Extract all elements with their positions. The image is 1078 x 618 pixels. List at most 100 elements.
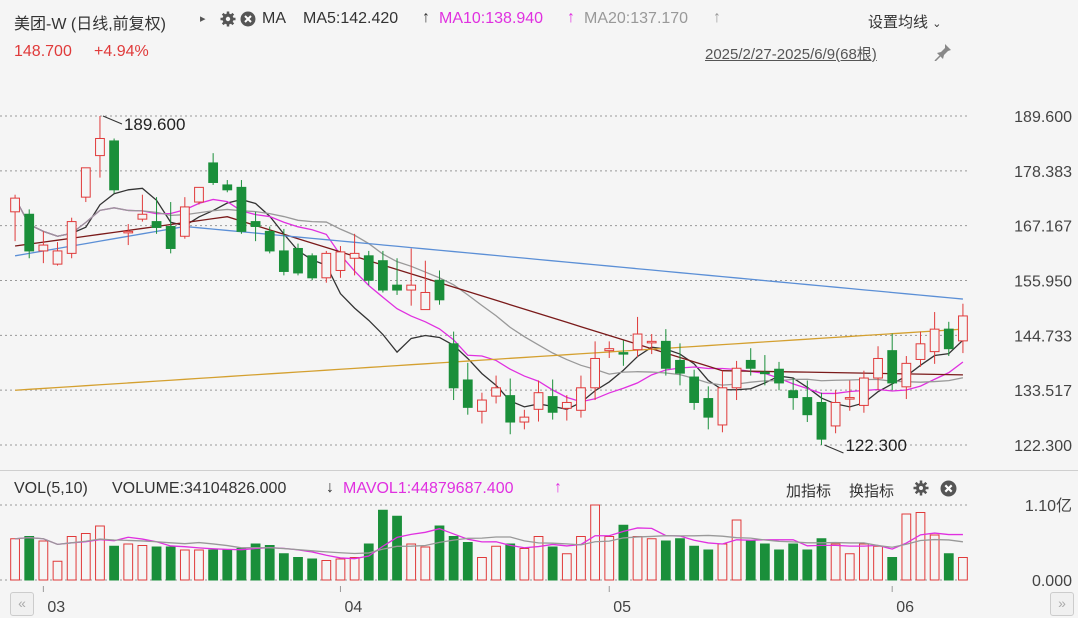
candle-body[interactable] — [491, 387, 501, 397]
volume-bar[interactable] — [958, 557, 968, 581]
volume-bar[interactable] — [151, 546, 162, 581]
candle-body[interactable] — [349, 252, 360, 259]
volume-bar[interactable] — [731, 519, 742, 581]
candle-body[interactable] — [236, 186, 247, 232]
volume-bar[interactable] — [901, 513, 912, 581]
volume-bar[interactable] — [689, 545, 700, 581]
volume-bar[interactable] — [95, 525, 105, 581]
volume-bar[interactable] — [66, 536, 77, 581]
candle-body[interactable] — [335, 251, 346, 271]
volume-bar[interactable] — [335, 558, 346, 581]
candle-body[interactable] — [717, 387, 728, 426]
candle-body[interactable] — [80, 167, 91, 198]
volume-bar[interactable] — [505, 543, 516, 581]
candle-body[interactable] — [660, 340, 671, 369]
volume-bar[interactable] — [179, 549, 190, 581]
candle-body[interactable] — [38, 244, 49, 252]
candle-body[interactable] — [731, 367, 742, 389]
volume-bar[interactable] — [321, 560, 332, 581]
stock-title[interactable]: 美团-W (日线,前复权) — [14, 16, 166, 33]
candle-body[interactable] — [24, 213, 35, 252]
candle-body[interactable] — [307, 255, 318, 279]
candle-body[interactable] — [590, 357, 600, 389]
candle-body[interactable] — [929, 328, 940, 353]
volume-bar[interactable] — [816, 538, 827, 581]
volume-bar[interactable] — [745, 540, 756, 581]
volume-bar[interactable] — [420, 546, 431, 581]
candle-body[interactable] — [703, 398, 714, 418]
volume-bar[interactable] — [887, 557, 898, 581]
volume-bar[interactable] — [830, 543, 841, 581]
volume-bar[interactable] — [24, 536, 35, 581]
volume-bar[interactable] — [477, 557, 487, 581]
volume-bar[interactable] — [378, 509, 388, 581]
candle-body[interactable] — [533, 392, 544, 410]
candle-body[interactable] — [618, 352, 629, 355]
candle-body[interactable] — [887, 350, 898, 384]
close-icon[interactable] — [940, 480, 957, 497]
volume-bar[interactable] — [759, 543, 770, 581]
volume-bar[interactable] — [646, 538, 657, 581]
triangle-right-icon[interactable]: ▸ — [200, 13, 206, 25]
scroll-right-button[interactable]: » — [1050, 592, 1074, 616]
candle-body[interactable] — [745, 359, 756, 369]
candle-body[interactable] — [462, 379, 473, 408]
volume-bar[interactable] — [293, 557, 303, 581]
volume-bar[interactable] — [873, 545, 883, 581]
volume-bar[interactable] — [109, 545, 119, 581]
volume-bar[interactable] — [349, 557, 360, 581]
volume-bar[interactable] — [434, 525, 445, 581]
candle-body[interactable] — [250, 221, 261, 227]
volume-bar[interactable] — [533, 536, 544, 581]
candle-body[interactable] — [788, 390, 799, 399]
volume-bar[interactable] — [788, 543, 799, 581]
volume-bar[interactable] — [675, 538, 685, 581]
volume-bar[interactable] — [519, 548, 530, 581]
candle-body[interactable] — [759, 371, 770, 375]
candle-body[interactable] — [646, 340, 657, 344]
volume-bar[interactable] — [604, 536, 615, 581]
candle-body[interactable] — [547, 396, 558, 413]
volume-bar[interactable] — [844, 553, 855, 581]
candle-body[interactable] — [519, 416, 530, 423]
candle-body[interactable] — [109, 140, 119, 191]
candle-body[interactable] — [901, 362, 912, 388]
candle-body[interactable] — [830, 401, 841, 427]
volume-bar[interactable] — [774, 549, 784, 581]
candle-body[interactable] — [859, 377, 869, 406]
candle-body[interactable] — [52, 250, 63, 265]
candle-body[interactable] — [873, 357, 883, 379]
date-range[interactable]: 2025/2/27-2025/6/9(68根) — [705, 46, 877, 63]
volume-bar[interactable] — [392, 515, 402, 581]
candle-body[interactable] — [561, 401, 572, 409]
volume-bar[interactable] — [278, 553, 289, 581]
candle-body[interactable] — [844, 397, 855, 400]
volume-bar[interactable] — [561, 553, 572, 581]
volume-bar[interactable] — [632, 536, 643, 581]
candle-body[interactable] — [477, 399, 487, 412]
candle-body[interactable] — [943, 328, 954, 350]
switch-indicator-button[interactable]: 换指标 — [849, 483, 895, 500]
volume-bar[interactable] — [80, 533, 91, 581]
scroll-left-button[interactable]: « — [10, 592, 34, 616]
candle-body[interactable] — [915, 343, 926, 360]
candle-body[interactable] — [95, 137, 105, 157]
volume-bar[interactable] — [929, 534, 940, 581]
volume-bar[interactable] — [208, 549, 219, 581]
volume-bar[interactable] — [491, 545, 501, 581]
candle-body[interactable] — [604, 348, 615, 352]
candle-body[interactable] — [278, 250, 289, 272]
volume-bar[interactable] — [576, 536, 586, 581]
gear-icon[interactable] — [220, 11, 236, 27]
volume-bar[interactable] — [165, 546, 176, 581]
volume-bar[interactable] — [250, 543, 261, 581]
candle-body[interactable] — [632, 333, 643, 351]
volume-bar[interactable] — [717, 543, 728, 581]
candle-body[interactable] — [137, 213, 148, 220]
volume-bar[interactable] — [236, 548, 247, 581]
close-icon[interactable] — [240, 11, 256, 27]
candle-body[interactable] — [66, 221, 77, 254]
candle-body[interactable] — [576, 387, 586, 411]
volume-bar[interactable] — [52, 560, 63, 581]
